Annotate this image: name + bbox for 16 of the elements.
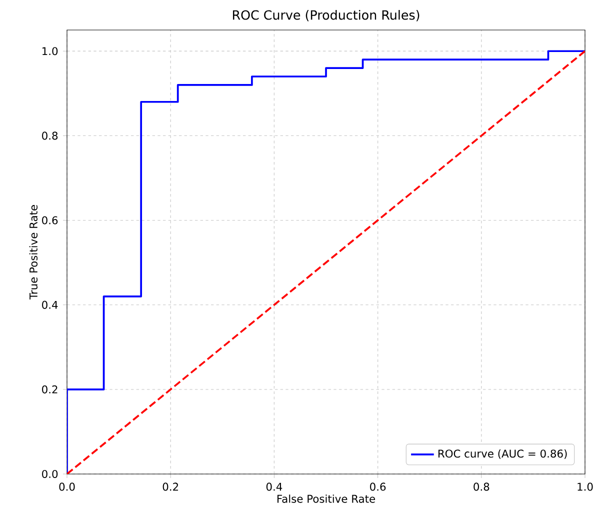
y-tick-label: 0.8 <box>42 132 58 140</box>
legend-label: ROC curve (AUC = 0.86) <box>438 449 567 459</box>
y-axis-title: True Positive Rate <box>29 205 38 300</box>
chart-title: ROC Curve (Production Rules) <box>232 10 420 22</box>
x-tick-label: 1.0 <box>578 482 593 491</box>
y-tick-label: 1.0 <box>42 47 58 56</box>
x-tick-label: 0.4 <box>266 482 282 491</box>
y-tick-label: 0.4 <box>42 300 58 309</box>
x-tick-label: 0.2 <box>162 482 178 491</box>
y-tick-label: 0.2 <box>42 385 58 394</box>
x-axis-title: False Positive Rate <box>277 494 376 503</box>
x-tick-label: 0.0 <box>59 482 75 491</box>
y-tick-label: 0.6 <box>42 216 58 224</box>
x-tick-label: 0.6 <box>370 482 386 491</box>
y-tick-label: 0.0 <box>42 470 58 478</box>
x-tick-label: 0.8 <box>474 482 490 491</box>
